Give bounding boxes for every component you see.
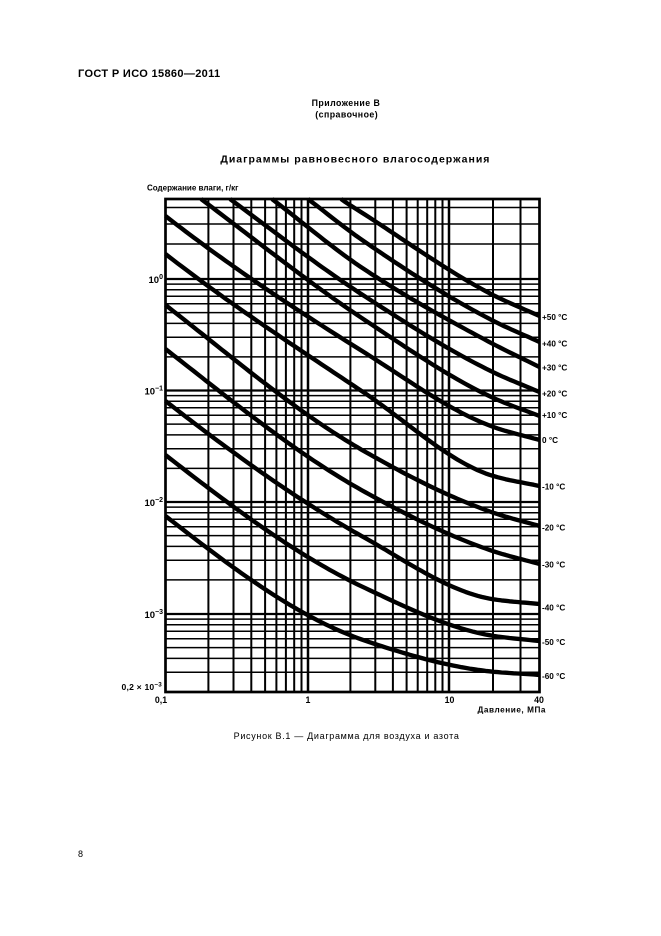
svg-text:+30 °C: +30 °C [542, 363, 567, 372]
svg-text:10−3: 10−3 [144, 609, 163, 621]
svg-text:+20 °C: +20 °C [542, 389, 567, 398]
svg-text:1: 1 [306, 695, 311, 705]
svg-text:ГОСТ Р ИСО 15860—2011: ГОСТ Р ИСО 15860—2011 [78, 68, 220, 80]
svg-text:-50 °C: -50 °C [542, 638, 565, 647]
svg-text:100: 100 [149, 274, 164, 286]
svg-text:-20 °C: -20 °C [542, 524, 565, 533]
svg-text:-60 °C: -60 °C [542, 672, 565, 681]
svg-text:Содержание влаги, г/кг: Содержание влаги, г/кг [147, 183, 239, 192]
svg-text:Приложение В: Приложение В [312, 98, 381, 108]
svg-text:10−2: 10−2 [144, 497, 163, 509]
svg-text:+40 °C: +40 °C [542, 340, 567, 349]
svg-text:Давление, МПа: Давление, МПа [478, 706, 546, 715]
svg-text:8: 8 [78, 849, 83, 859]
svg-text:-40 °C: -40 °C [542, 604, 565, 613]
svg-text:40: 40 [534, 695, 544, 705]
svg-text:Диаграммы равновесного влагосо: Диаграммы равновесного влагосодержания [220, 154, 490, 166]
svg-text:10−1: 10−1 [144, 386, 163, 398]
svg-text:+50 °C: +50 °C [542, 313, 567, 322]
svg-text:Рисунок В.1 — Диаграмма для во: Рисунок В.1 — Диаграмма для воздуха и аз… [234, 731, 460, 741]
svg-text:0,1: 0,1 [155, 695, 167, 705]
svg-text:-30 °C: -30 °C [542, 561, 565, 570]
svg-text:0 °C: 0 °C [542, 436, 558, 445]
svg-text:-10 °C: -10 °C [542, 483, 565, 492]
svg-text:0,2 × 10−3: 0,2 × 10−3 [122, 681, 163, 692]
svg-text:+10 °C: +10 °C [542, 411, 567, 420]
svg-text:(справочное): (справочное) [315, 110, 378, 120]
svg-text:10: 10 [445, 695, 455, 705]
